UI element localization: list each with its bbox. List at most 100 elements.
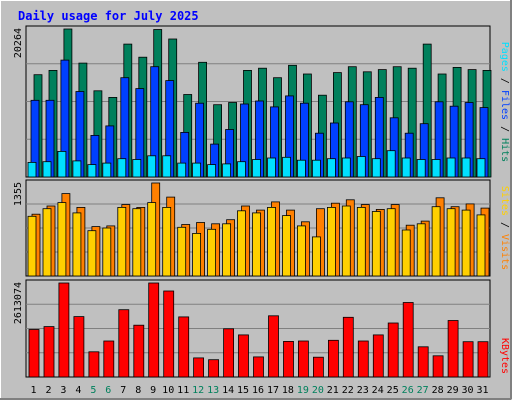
bar-sites-day-28 [431,206,441,277]
bar-pages-day-2 [42,161,52,178]
bar-sites-day-23 [356,206,366,277]
bar-kbytes-day-26 [402,302,414,378]
bar-sites-day-27 [416,223,426,277]
bar-kbytes-day-27 [417,346,429,378]
bar-pages-day-22 [341,157,351,178]
x-tick-label-14: 14 [222,385,234,396]
bar-kbytes-day-15 [238,334,249,378]
bar-sites-day-24 [371,211,381,277]
panel-hits-files-pages: 20264 Pages / Files / Hits [13,25,510,178]
legend-sites-visits: Sites / Visits [499,186,510,270]
bar-sites-day-15 [237,210,246,277]
bar-sites-day-21 [326,206,336,277]
bar-sites-day-22 [341,205,351,277]
bar-pages-day-17 [267,157,276,178]
x-tick-label-21: 21 [327,385,339,396]
x-tick-label-18: 18 [282,385,294,396]
bar-kbytes-day-11 [178,316,190,378]
legend-entry-pages: Pages [499,42,510,72]
bar-sites-day-3 [57,202,67,277]
x-tick-label-9: 9 [150,385,156,396]
bar-kbytes-day-8 [133,324,145,378]
bar-kbytes-day-7 [118,309,130,378]
bar-kbytes-day-31 [477,341,489,378]
bar-kbytes-day-2 [43,326,55,378]
bar-kbytes-day-21 [327,339,339,378]
bar-pages-day-29 [446,157,456,178]
bar-pages-day-15 [237,161,246,178]
bar-pages-day-31 [476,158,486,178]
bar-pages-day-24 [371,158,381,178]
bar-pages-day-14 [222,163,232,178]
x-tick-label-4: 4 [75,385,81,396]
bar-pages-day-10 [162,155,172,178]
bar-kbytes-day-4 [73,316,85,378]
bar-sites-day-26 [401,229,411,277]
legend-entry-kbytes: KBytes [499,338,510,374]
x-tick-label-28: 28 [432,385,444,396]
bar-sites-day-6 [102,227,112,277]
bar-sites-day-1 [27,215,37,277]
bar-pages-day-11 [177,162,187,178]
bar-pages-day-25 [386,150,396,178]
bar-pages-day-28 [431,159,441,178]
bar-pages-day-16 [252,159,261,178]
bar-sites-day-2 [42,208,52,277]
x-tick-label-17: 17 [267,385,279,396]
panel-sites-visits: 1355 Sites / Visits [13,179,510,277]
x-tick-label-12: 12 [192,385,204,396]
bar-pages-day-18 [282,156,291,178]
x-tick-label-15: 15 [237,385,249,396]
legend-kbytes: KBytes [499,338,510,374]
bar-pages-day-7 [117,158,127,178]
x-tick-label-31: 31 [476,385,488,396]
bar-pages-day-19 [296,159,306,178]
x-tick-label-2: 2 [45,385,51,396]
legend-entry-hits: Hits [499,138,510,162]
bar-kbytes-day-25 [387,322,399,378]
x-tick-label-24: 24 [372,385,384,396]
bar-sites-day-13 [207,228,217,277]
bar-sites-day-12 [192,232,202,277]
x-tick-label-27: 27 [417,385,429,396]
legend-entry-files: Files [499,90,510,120]
x-tick-label-26: 26 [402,385,414,396]
bar-kbytes-day-14 [223,328,235,378]
x-tick-label-6: 6 [105,385,111,396]
y-max-label: 1355 [13,182,24,206]
bar-kbytes-day-12 [193,357,205,378]
y-max-label: 20264 [13,28,24,58]
x-tick-label-1: 1 [30,385,36,396]
bar-sites-day-19 [296,225,306,277]
bar-kbytes-day-17 [268,315,279,378]
bar-pages-day-20 [311,159,321,178]
x-tick-label-16: 16 [252,385,264,396]
bar-pages-day-9 [147,155,157,178]
bar-kbytes-day-5 [88,351,100,378]
x-tick-label-7: 7 [120,385,126,396]
bar-pages-day-23 [356,156,366,178]
x-tick-label-19: 19 [297,385,309,396]
bar-sites-day-25 [386,208,396,277]
bar-sites-day-9 [147,202,157,277]
x-tick-label-22: 22 [342,385,354,396]
bar-sites-day-17 [267,206,276,277]
bar-kbytes-day-30 [462,341,474,378]
bar-pages-day-8 [132,159,142,178]
bar-pages-day-4 [72,160,82,178]
x-tick-label-11: 11 [177,385,189,396]
bar-sites-day-5 [87,230,97,277]
bar-kbytes-day-9 [148,282,160,378]
bar-sites-day-10 [162,206,172,277]
bar-pages-day-1 [27,161,37,178]
x-tick-label-3: 3 [60,385,66,396]
x-tick-label-10: 10 [162,385,174,396]
x-tick-label-5: 5 [90,385,96,396]
bar-kbytes-day-19 [297,340,309,378]
x-tick-label-13: 13 [207,385,219,396]
y-max-label: 2613074 [13,282,24,324]
bar-pages-day-30 [461,157,471,178]
bar-sites-day-16 [252,212,261,277]
bar-sites-day-31 [476,214,486,277]
